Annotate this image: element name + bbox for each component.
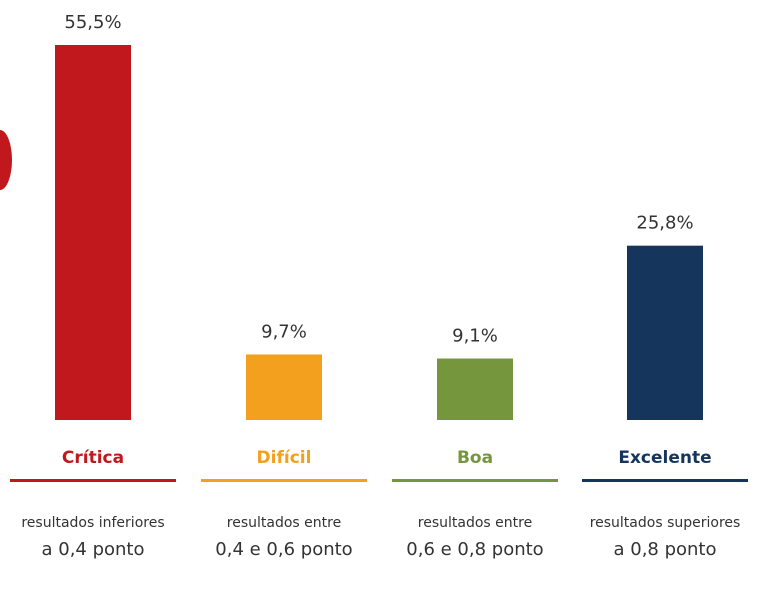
bar <box>437 358 513 420</box>
category-label: Boa <box>457 448 493 468</box>
category-underline <box>582 479 748 482</box>
decoration <box>0 130 12 190</box>
description-line: a 0,4 ponto <box>41 539 144 560</box>
category-underline <box>392 479 558 482</box>
category-underline <box>201 479 367 482</box>
description-line: resultados inferiores <box>21 515 164 531</box>
value-label: 9,1% <box>452 326 498 347</box>
bar <box>246 354 322 420</box>
description-line: resultados entre <box>227 515 341 531</box>
category-underline <box>10 479 176 482</box>
category-label: Crítica <box>62 448 124 468</box>
category-label: Difícil <box>257 448 312 468</box>
description-line: resultados superiores <box>590 515 741 531</box>
bar <box>627 245 703 420</box>
description-line: 0,6 e 0,8 ponto <box>406 539 543 560</box>
value-label: 55,5% <box>64 12 121 33</box>
value-label: 25,8% <box>636 213 693 234</box>
description-line: 0,4 e 0,6 ponto <box>215 539 352 560</box>
category-label: Excelente <box>618 448 711 468</box>
value-label: 9,7% <box>261 321 307 342</box>
description-line: resultados entre <box>418 515 532 531</box>
bar <box>55 45 131 420</box>
description-line: a 0,8 ponto <box>613 539 716 560</box>
